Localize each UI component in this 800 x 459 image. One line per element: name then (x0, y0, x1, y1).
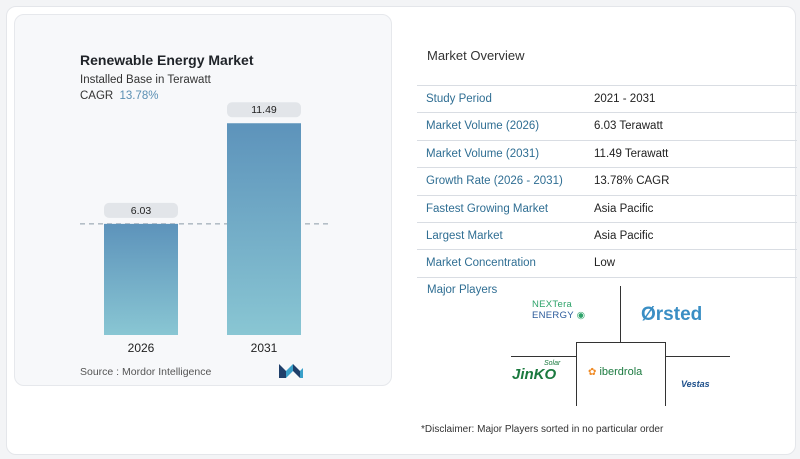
major-players-title: Major Players (427, 284, 498, 296)
overview-row: Growth Rate (2026 - 2031) 13.78% CAGR (417, 168, 797, 196)
cagr-value: 13.78% (119, 90, 159, 102)
chart-subtitle: Installed Base in Terawatt (80, 74, 211, 86)
value-label: 6.03 (131, 205, 152, 217)
jinko-solar-text: Solar (544, 360, 561, 367)
iberdrola-logo-text: iberdrola (599, 366, 643, 378)
nextera-logo-text-2: ENERGY (532, 310, 574, 321)
overview-row-label: Market Concentration (426, 257, 536, 270)
x-tick-label: 2031 (251, 341, 278, 355)
players-divider (576, 342, 577, 406)
overview-row: Fastest Growing Market Asia Pacific (417, 196, 797, 223)
overview-row-label: Fastest Growing Market (426, 202, 549, 215)
overview-row-value: 6.03 Terawatt (594, 120, 663, 133)
disclaimer: *Disclaimer: Major Players sorted in no … (421, 424, 664, 435)
overview-row-value: 2021 - 2031 (594, 93, 656, 105)
cagr-row: CAGR 13.78% (80, 90, 158, 102)
chart-title: Renewable Energy Market (80, 52, 254, 68)
overview-row-label: Study Period (426, 93, 492, 105)
jinko-solar-logo: JinKO Solar (512, 360, 572, 384)
overview-row-value: Asia Pacific (594, 202, 654, 215)
value-label-bg (104, 202, 178, 218)
overview-row-label: Market Volume (2026) (426, 120, 540, 133)
overview-row: Market Concentration Low (417, 250, 797, 278)
overview-row: Study Period 2021 - 2031 (417, 86, 797, 114)
overview-row: Market Volume (2031) 11.49 Terawatt (417, 141, 797, 169)
vestas-logo: Vestas (681, 379, 710, 389)
jinko-logo-text: JinKO (512, 366, 557, 383)
overview-row-value: 13.78% CAGR (594, 175, 670, 188)
overview-row: Largest Market Asia Pacific (417, 223, 797, 251)
orsted-logo: Ørsted (641, 304, 703, 325)
nextera-logo-text-1: NEXTera (532, 299, 573, 310)
bar-2031 (227, 123, 301, 335)
players-divider (511, 356, 576, 357)
players-divider (665, 342, 666, 406)
overview-row-label: Growth Rate (2026 - 2031) (426, 175, 563, 188)
overview-row-value: Asia Pacific (594, 229, 654, 242)
players-divider (576, 342, 665, 343)
market-overview-title: Market Overview (427, 48, 525, 63)
value-label-bg (227, 102, 301, 118)
overview-row: Market Volume (2026) 6.03 Terawatt (417, 113, 797, 141)
players-divider (620, 286, 621, 342)
value-label: 11.49 (251, 104, 277, 116)
x-tick-label: 2026 (128, 341, 155, 355)
overview-row-value: Low (594, 257, 616, 270)
nextera-energy-logo: NEXTera ENERGY ◉ (532, 299, 586, 322)
cagr-label: CAGR (80, 90, 114, 102)
players-divider (665, 356, 730, 357)
bar-2026 (104, 223, 178, 335)
overview-row-label: Market Volume (2031) (426, 147, 540, 160)
overview-row-value: 11.49 Terawatt (594, 147, 669, 160)
market-overview-table: Study Period 2021 - 2031 Market Volume (20… (417, 85, 797, 278)
bar-chart: 6.03 2026 11.49 2031 (80, 102, 328, 355)
iberdrola-logo: ✿ iberdrola (588, 366, 643, 378)
mordor-intelligence-logo (279, 364, 303, 378)
chart-card (14, 14, 392, 386)
overview-row-label: Largest Market (426, 229, 503, 242)
source-note: Source : Mordor Intelligence (80, 366, 212, 378)
